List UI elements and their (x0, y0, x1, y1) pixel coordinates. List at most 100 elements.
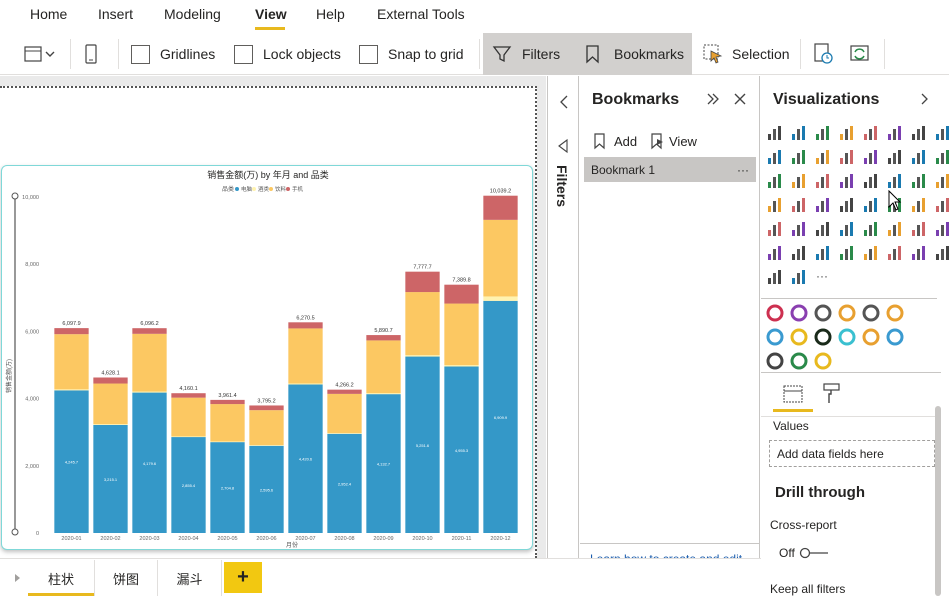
clustered-bar-icon[interactable] (814, 124, 832, 142)
bar-segment[interactable] (327, 433, 362, 434)
bar-segment[interactable] (132, 392, 167, 533)
filters-collapsed-pane[interactable] (547, 76, 579, 558)
visual-icon[interactable] (886, 244, 904, 262)
more-icon[interactable] (886, 220, 904, 238)
bar-segment[interactable] (54, 389, 89, 391)
bar-segment[interactable] (54, 328, 89, 335)
bar-segment[interactable] (366, 394, 401, 533)
kpi-icon[interactable] (766, 196, 784, 214)
bar-segment[interactable] (327, 389, 362, 394)
bar-segment[interactable] (483, 296, 518, 301)
tab-help[interactable]: Help (316, 6, 345, 22)
custom-visual-icon[interactable] (814, 304, 832, 322)
scroll-tabs-left-icon[interactable] (12, 571, 22, 585)
bar-segment[interactable] (405, 356, 440, 533)
ribbon-icon[interactable] (838, 148, 856, 166)
bar-segment[interactable] (93, 383, 128, 425)
visual-icon[interactable] (766, 268, 784, 286)
key-influencers-icon[interactable] (910, 196, 928, 214)
visual-icon[interactable] (838, 244, 856, 262)
scatter-icon[interactable] (910, 148, 928, 166)
bar-segment[interactable] (444, 284, 479, 304)
bookmarks-pane-button[interactable]: Bookmarks (584, 33, 684, 75)
visual-icon[interactable] (934, 244, 949, 262)
bar-segment[interactable] (249, 410, 284, 446)
page-tab-funnel[interactable]: 漏斗 (158, 560, 222, 596)
filters-pane-button[interactable]: Filters (492, 33, 560, 75)
stacked-area-icon[interactable] (766, 148, 784, 166)
paginated-icon[interactable] (814, 220, 832, 238)
custom-visual-icon[interactable] (766, 304, 784, 322)
bar-segment[interactable] (405, 271, 440, 293)
tab-modeling[interactable]: Modeling (164, 6, 221, 22)
bar-segment[interactable] (171, 393, 206, 398)
narrative-icon[interactable] (790, 220, 808, 238)
page-tab-bar-chart[interactable]: 柱状 (28, 560, 95, 596)
stacked-bar-icon[interactable] (766, 124, 784, 142)
multi-card-icon[interactable] (934, 172, 949, 190)
visual-icon[interactable] (910, 244, 928, 262)
line-icon[interactable] (910, 124, 928, 142)
bar-segment[interactable] (249, 445, 284, 446)
gridlines-box[interactable] (131, 44, 150, 64)
custom-visual-icon[interactable] (838, 328, 856, 346)
bar-segment[interactable] (132, 333, 167, 392)
zoom-slider-handle-top[interactable] (11, 192, 19, 200)
custom-visual-icon[interactable] (814, 328, 832, 346)
visual-icon[interactable] (934, 220, 949, 238)
cross-report-toggle[interactable]: Off (779, 546, 832, 560)
viz-scrollbar[interactable] (935, 406, 941, 596)
line-column-icon[interactable] (790, 148, 808, 166)
waterfall-icon[interactable] (862, 148, 880, 166)
gridlines-checkbox[interactable]: Gridlines (131, 33, 215, 75)
view-bookmarks-button[interactable]: View (649, 132, 697, 150)
treemap-icon[interactable] (790, 172, 808, 190)
bookmark-item[interactable]: Bookmark 1 ··· (584, 157, 756, 182)
custom-visual-icon[interactable] (814, 352, 832, 370)
close-icon[interactable] (731, 90, 749, 108)
map-icon[interactable] (814, 172, 832, 190)
collapse-viz-icon[interactable] (917, 90, 933, 108)
bar-segment[interactable] (210, 441, 245, 443)
lock-objects-box[interactable] (234, 44, 253, 64)
card-icon[interactable] (910, 172, 928, 190)
shape-map-icon[interactable] (862, 172, 880, 190)
bar-segment[interactable] (483, 300, 518, 533)
custom-visual-icon[interactable] (790, 328, 808, 346)
values-drop-zone[interactable]: Add data fields here (769, 440, 935, 467)
visual-icon[interactable] (814, 244, 832, 262)
power-apps-icon[interactable] (838, 220, 856, 238)
funnel-icon[interactable] (886, 148, 904, 166)
bar-segment[interactable] (171, 436, 206, 438)
clustered-column-icon[interactable] (838, 124, 856, 142)
format-paint-roller-icon[interactable] (821, 382, 843, 406)
power-automate-icon[interactable] (862, 220, 880, 238)
page-tab-pie-chart[interactable]: 饼图 (95, 560, 158, 596)
bar-segment[interactable] (132, 391, 167, 393)
tab-home[interactable]: Home (30, 6, 68, 22)
custom-visual-icon[interactable] (766, 328, 784, 346)
bar-segment[interactable] (288, 384, 323, 533)
custom-visual-icon[interactable] (862, 304, 880, 322)
bar-segment[interactable] (210, 442, 245, 533)
tab-external-tools[interactable]: External Tools (377, 6, 465, 22)
lock-objects-checkbox[interactable]: Lock objects (234, 33, 341, 75)
bar-segment[interactable] (132, 328, 167, 334)
bar-segment[interactable] (249, 405, 284, 411)
custom-visual-icon[interactable] (862, 328, 880, 346)
visual-icon[interactable] (766, 244, 784, 262)
tab-view[interactable]: View (255, 6, 287, 22)
fields-tab-icon[interactable] (781, 384, 807, 406)
custom-visual-icon[interactable] (766, 352, 784, 370)
visual-icon[interactable]: ··· (814, 268, 832, 286)
sync-slicers-button[interactable] (848, 33, 872, 75)
stacked-column-icon[interactable] (790, 124, 808, 142)
bar-segment[interactable] (444, 365, 479, 367)
r-visual-icon[interactable] (862, 196, 880, 214)
decomposition-icon[interactable] (934, 196, 949, 214)
bar-segment[interactable] (366, 393, 401, 395)
bar-segment[interactable] (249, 445, 284, 533)
report-page[interactable]: 销售金额(万) by 年月 and 品类 品类 电脑 酒类 饮料 手机 0 2,000 4… (0, 86, 537, 558)
pie-icon[interactable] (934, 148, 949, 166)
performance-analyzer-button[interactable] (812, 33, 834, 75)
